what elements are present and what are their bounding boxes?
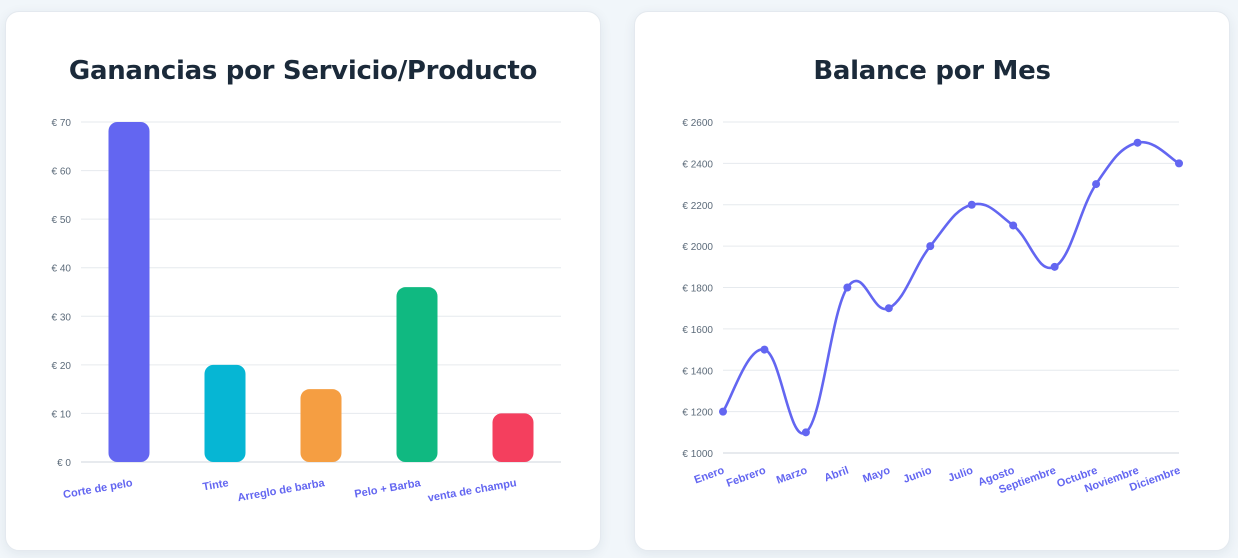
- bar-chart: € 0 € 10 € 20 € 30 € 40 € 50 € 60 € 70 Corte de …: [52, 118, 561, 505]
- x-tick-label-abril: Abril: [823, 465, 851, 485]
- line-chart-title: Balance por Mes: [813, 56, 1051, 86]
- y-tick-label: € 2600: [682, 118, 713, 129]
- y-tick-label: € 1000: [682, 449, 713, 460]
- point-julio: [967, 200, 976, 209]
- y-tick-label: € 2200: [682, 201, 713, 212]
- point-junio: [926, 242, 935, 251]
- point-diciembre: [1175, 159, 1183, 168]
- x-tick-label-corte-de-pelo: Corte de pelo: [62, 477, 134, 501]
- bar-corte-de-pelo: [108, 122, 150, 462]
- bar-venta-de-champu: [492, 413, 534, 462]
- x-tick-label-marzo: Marzo: [775, 464, 809, 486]
- x-tick-label-junio: Junio: [902, 464, 934, 485]
- y-tick-label: € 0: [57, 458, 71, 469]
- y-tick-label: € 2400: [682, 159, 713, 170]
- point-mayo: [884, 304, 893, 313]
- y-tick-label: € 1600: [682, 325, 713, 336]
- bar-pelo-barba: [396, 287, 438, 462]
- point-agosto: [1009, 221, 1018, 230]
- y-tick-label: € 30: [52, 312, 72, 323]
- y-tick-label: € 1400: [682, 366, 713, 377]
- y-tick-label: € 40: [52, 264, 72, 275]
- y-tick-label: € 1800: [682, 284, 713, 295]
- y-tick-label: € 1200: [682, 408, 713, 419]
- line-chart-card: Balance por Mes € 1000 € 1200 € 1400 € 1600…: [634, 11, 1230, 551]
- bar-chart-title: Ganancias por Servicio/Producto: [68, 56, 538, 86]
- y-tick-label: € 2000: [682, 242, 713, 253]
- point-febrero: [760, 345, 769, 354]
- point-noviembre: [1133, 138, 1142, 147]
- y-tick-label: € 10: [52, 409, 72, 420]
- y-tick-label: € 50: [52, 215, 72, 226]
- point-octubre: [1092, 180, 1101, 189]
- y-tick-label: € 60: [52, 167, 72, 178]
- x-tick-label-mayo: Mayo: [861, 464, 892, 485]
- point-abril: [843, 283, 852, 292]
- point-septiembre: [1050, 262, 1059, 271]
- bar-tinte: [204, 364, 246, 462]
- point-enero: [719, 407, 727, 416]
- x-tick-label-febrero: Febrero: [725, 464, 768, 489]
- x-tick-label-venta-de-champu: venta de champu: [427, 477, 518, 504]
- x-tick-label-arreglo-de-barba: Arreglo de barba: [237, 477, 327, 504]
- x-tick-label-enero: Enero: [693, 464, 727, 486]
- line-chart: € 1000 € 1200 € 1400 € 1600 € 1800 € 2000 € 22…: [682, 118, 1183, 496]
- x-tick-label-tinte: Tinte: [202, 477, 230, 493]
- x-tick-label-pelo-barba: Pelo + Barba: [354, 477, 423, 501]
- bar-chart-card: Ganancias por Servicio/Producto € 0 € 10 €…: [5, 11, 601, 551]
- y-tick-label: € 70: [52, 118, 72, 129]
- point-marzo: [801, 428, 810, 437]
- bar-arreglo-de-barba: [300, 389, 342, 462]
- y-tick-label: € 20: [52, 361, 72, 372]
- x-tick-label-julio: Julio: [947, 464, 975, 484]
